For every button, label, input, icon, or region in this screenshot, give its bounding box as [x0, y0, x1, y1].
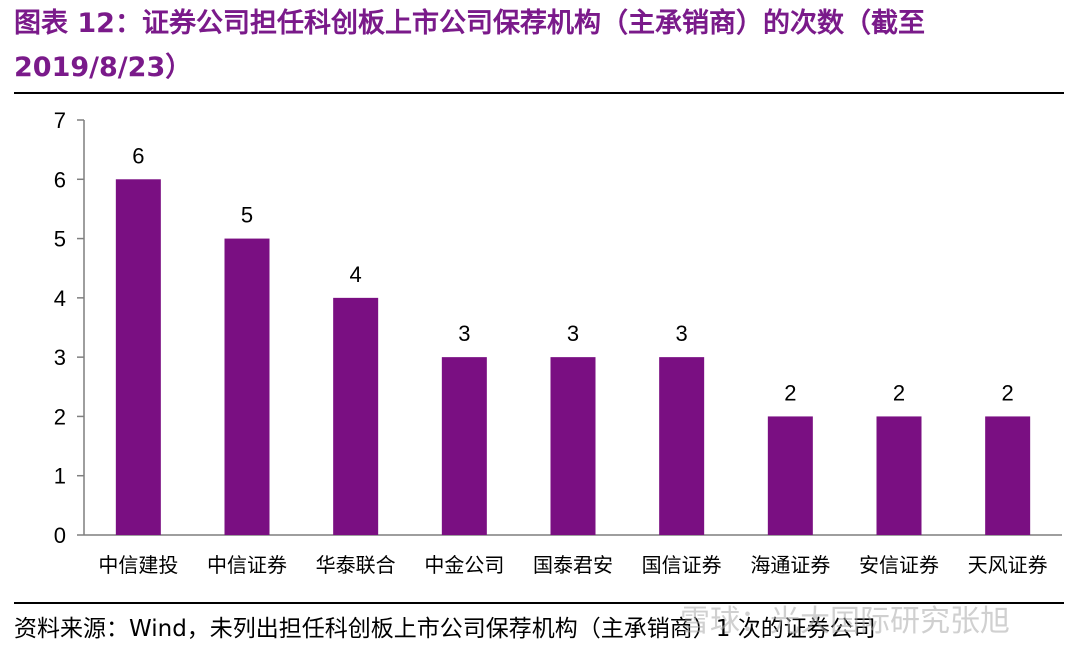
- y-tick-label: 7: [54, 108, 66, 133]
- bar: [659, 357, 705, 535]
- bar-chart: 0 1 2 3 4 5 6 7 6 5 4 3 3 3 2 2 2 中信建投 中信证券 华泰联合 中金公司 国泰君安 国…: [54, 108, 1062, 577]
- x-axis-labels: 中信建投 中信证券 华泰联合 中金公司 国泰君安 国信证券 海通证券 安信证券 天风证券: [98, 553, 1047, 577]
- chart-title: 图表 12：证券公司担任科创板上市公司保荐机构（主承销商）的次数（截至 2019…: [14, 8, 925, 83]
- source-divider: [14, 602, 1064, 604]
- y-tick-label: 2: [54, 404, 66, 429]
- y-tick-label: 4: [54, 286, 66, 311]
- bar: [224, 238, 270, 536]
- bar-data-label: 6: [132, 143, 144, 168]
- bar: [876, 416, 922, 535]
- x-tick-label: 国信证券: [642, 553, 722, 577]
- bars: [115, 179, 1031, 536]
- x-tick-label: 中信建投: [98, 553, 178, 577]
- y-tick-label: 1: [54, 464, 66, 489]
- x-tick-label: 中金公司: [424, 553, 504, 577]
- y-tick-label: 3: [54, 345, 66, 370]
- bar: [441, 357, 487, 535]
- y-tick-label: 5: [54, 227, 66, 252]
- source-note: 资料来源：Wind，未列出担任科创板上市公司保荐机构（主承销商）1 次的证券公司: [14, 616, 876, 642]
- y-tick-label: 0: [54, 523, 66, 548]
- bar-data-label: 2: [893, 380, 905, 405]
- bar-data-label: 3: [567, 321, 579, 346]
- x-tick-label: 国泰君安: [533, 553, 613, 577]
- bar-data-label: 3: [458, 321, 470, 346]
- bar-data-label: 4: [350, 262, 362, 287]
- y-tick-label: 6: [54, 167, 66, 192]
- bar: [985, 416, 1031, 535]
- title-divider: [14, 92, 1064, 94]
- x-tick-label: 安信证券: [859, 553, 939, 577]
- bar-data-label: 5: [241, 203, 253, 228]
- x-tick-label: 海通证券: [750, 553, 830, 577]
- y-axis-ticks: 0 1 2 3 4 5 6 7: [54, 108, 84, 548]
- bar: [115, 179, 161, 536]
- bar: [767, 416, 813, 535]
- bar-data-label: 2: [784, 380, 796, 405]
- x-tick-label: 华泰联合: [316, 553, 396, 577]
- bar-data-label: 3: [676, 321, 688, 346]
- bar-data-labels: 6 5 4 3 3 3 2 2 2: [132, 143, 1014, 405]
- x-tick-label: 中信证券: [207, 553, 287, 577]
- bar: [333, 297, 379, 535]
- bar: [550, 357, 596, 535]
- x-tick-label: 天风证券: [968, 553, 1048, 577]
- bar-data-label: 2: [1002, 380, 1014, 405]
